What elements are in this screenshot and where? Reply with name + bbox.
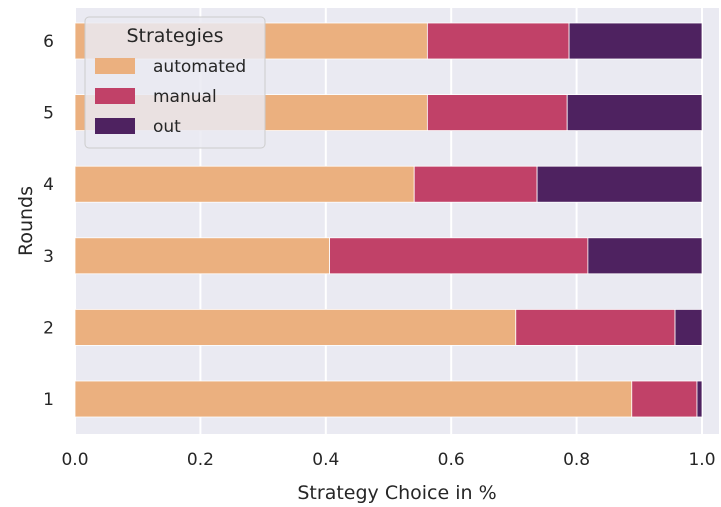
y-tick-label-4: 4 [43,175,54,195]
x-tick-label-0.6: 0.6 [438,450,465,470]
legend-label-automated: automated [153,57,246,77]
legend: Strategies automated manual out [84,16,266,149]
x-tick-label-0.0: 0.0 [61,450,88,470]
legend-swatch-manual [95,88,135,104]
bar-out-round-1 [696,380,703,418]
bar-out-round-6 [568,22,703,60]
legend-entries: automated manual out [95,57,246,137]
bar-automated-round-1 [74,380,633,418]
bar-automated-round-3 [74,237,330,275]
x-axis-label: Strategy Choice in % [297,482,496,504]
bar-manual-round-2 [515,308,676,346]
legend-swatch-automated [95,58,135,74]
bar-out-round-3 [587,237,703,275]
x-tick-label-1.0: 1.0 [688,450,715,470]
bar-out-round-4 [536,165,703,203]
x-tick-label-0.8: 0.8 [563,450,590,470]
y-tick-label-5: 5 [43,104,54,124]
bar-manual-round-5 [426,94,568,131]
legend-label-manual: manual [153,87,217,107]
bar-manual-round-3 [329,237,589,275]
y-tick-label-3: 3 [43,247,54,267]
y-tick-label-6: 6 [43,32,54,52]
y-tick-label-1: 1 [43,390,54,410]
bar-automated-round-4 [74,165,415,203]
legend-swatch-out [95,118,135,134]
x-tick-label-0.2: 0.2 [187,450,214,470]
bar-manual-round-6 [426,22,570,60]
bar-manual-round-4 [413,165,538,203]
legend-box [84,16,266,149]
bar-automated-round-2 [74,308,517,346]
bar-manual-round-1 [631,380,698,418]
bar-out-round-5 [566,94,703,131]
legend-title: Strategies [126,25,223,47]
x-tick-label-0.4: 0.4 [312,450,339,470]
legend-label-out: out [153,117,181,137]
y-tick-label-2: 2 [43,318,54,338]
x-tick-labels: 0.0 0.2 0.4 0.6 0.8 1.0 [61,450,715,470]
y-axis-label: Rounds [15,186,37,256]
bar-out-round-2 [674,308,703,346]
y-tick-labels: 1 2 3 4 5 6 [43,32,54,410]
